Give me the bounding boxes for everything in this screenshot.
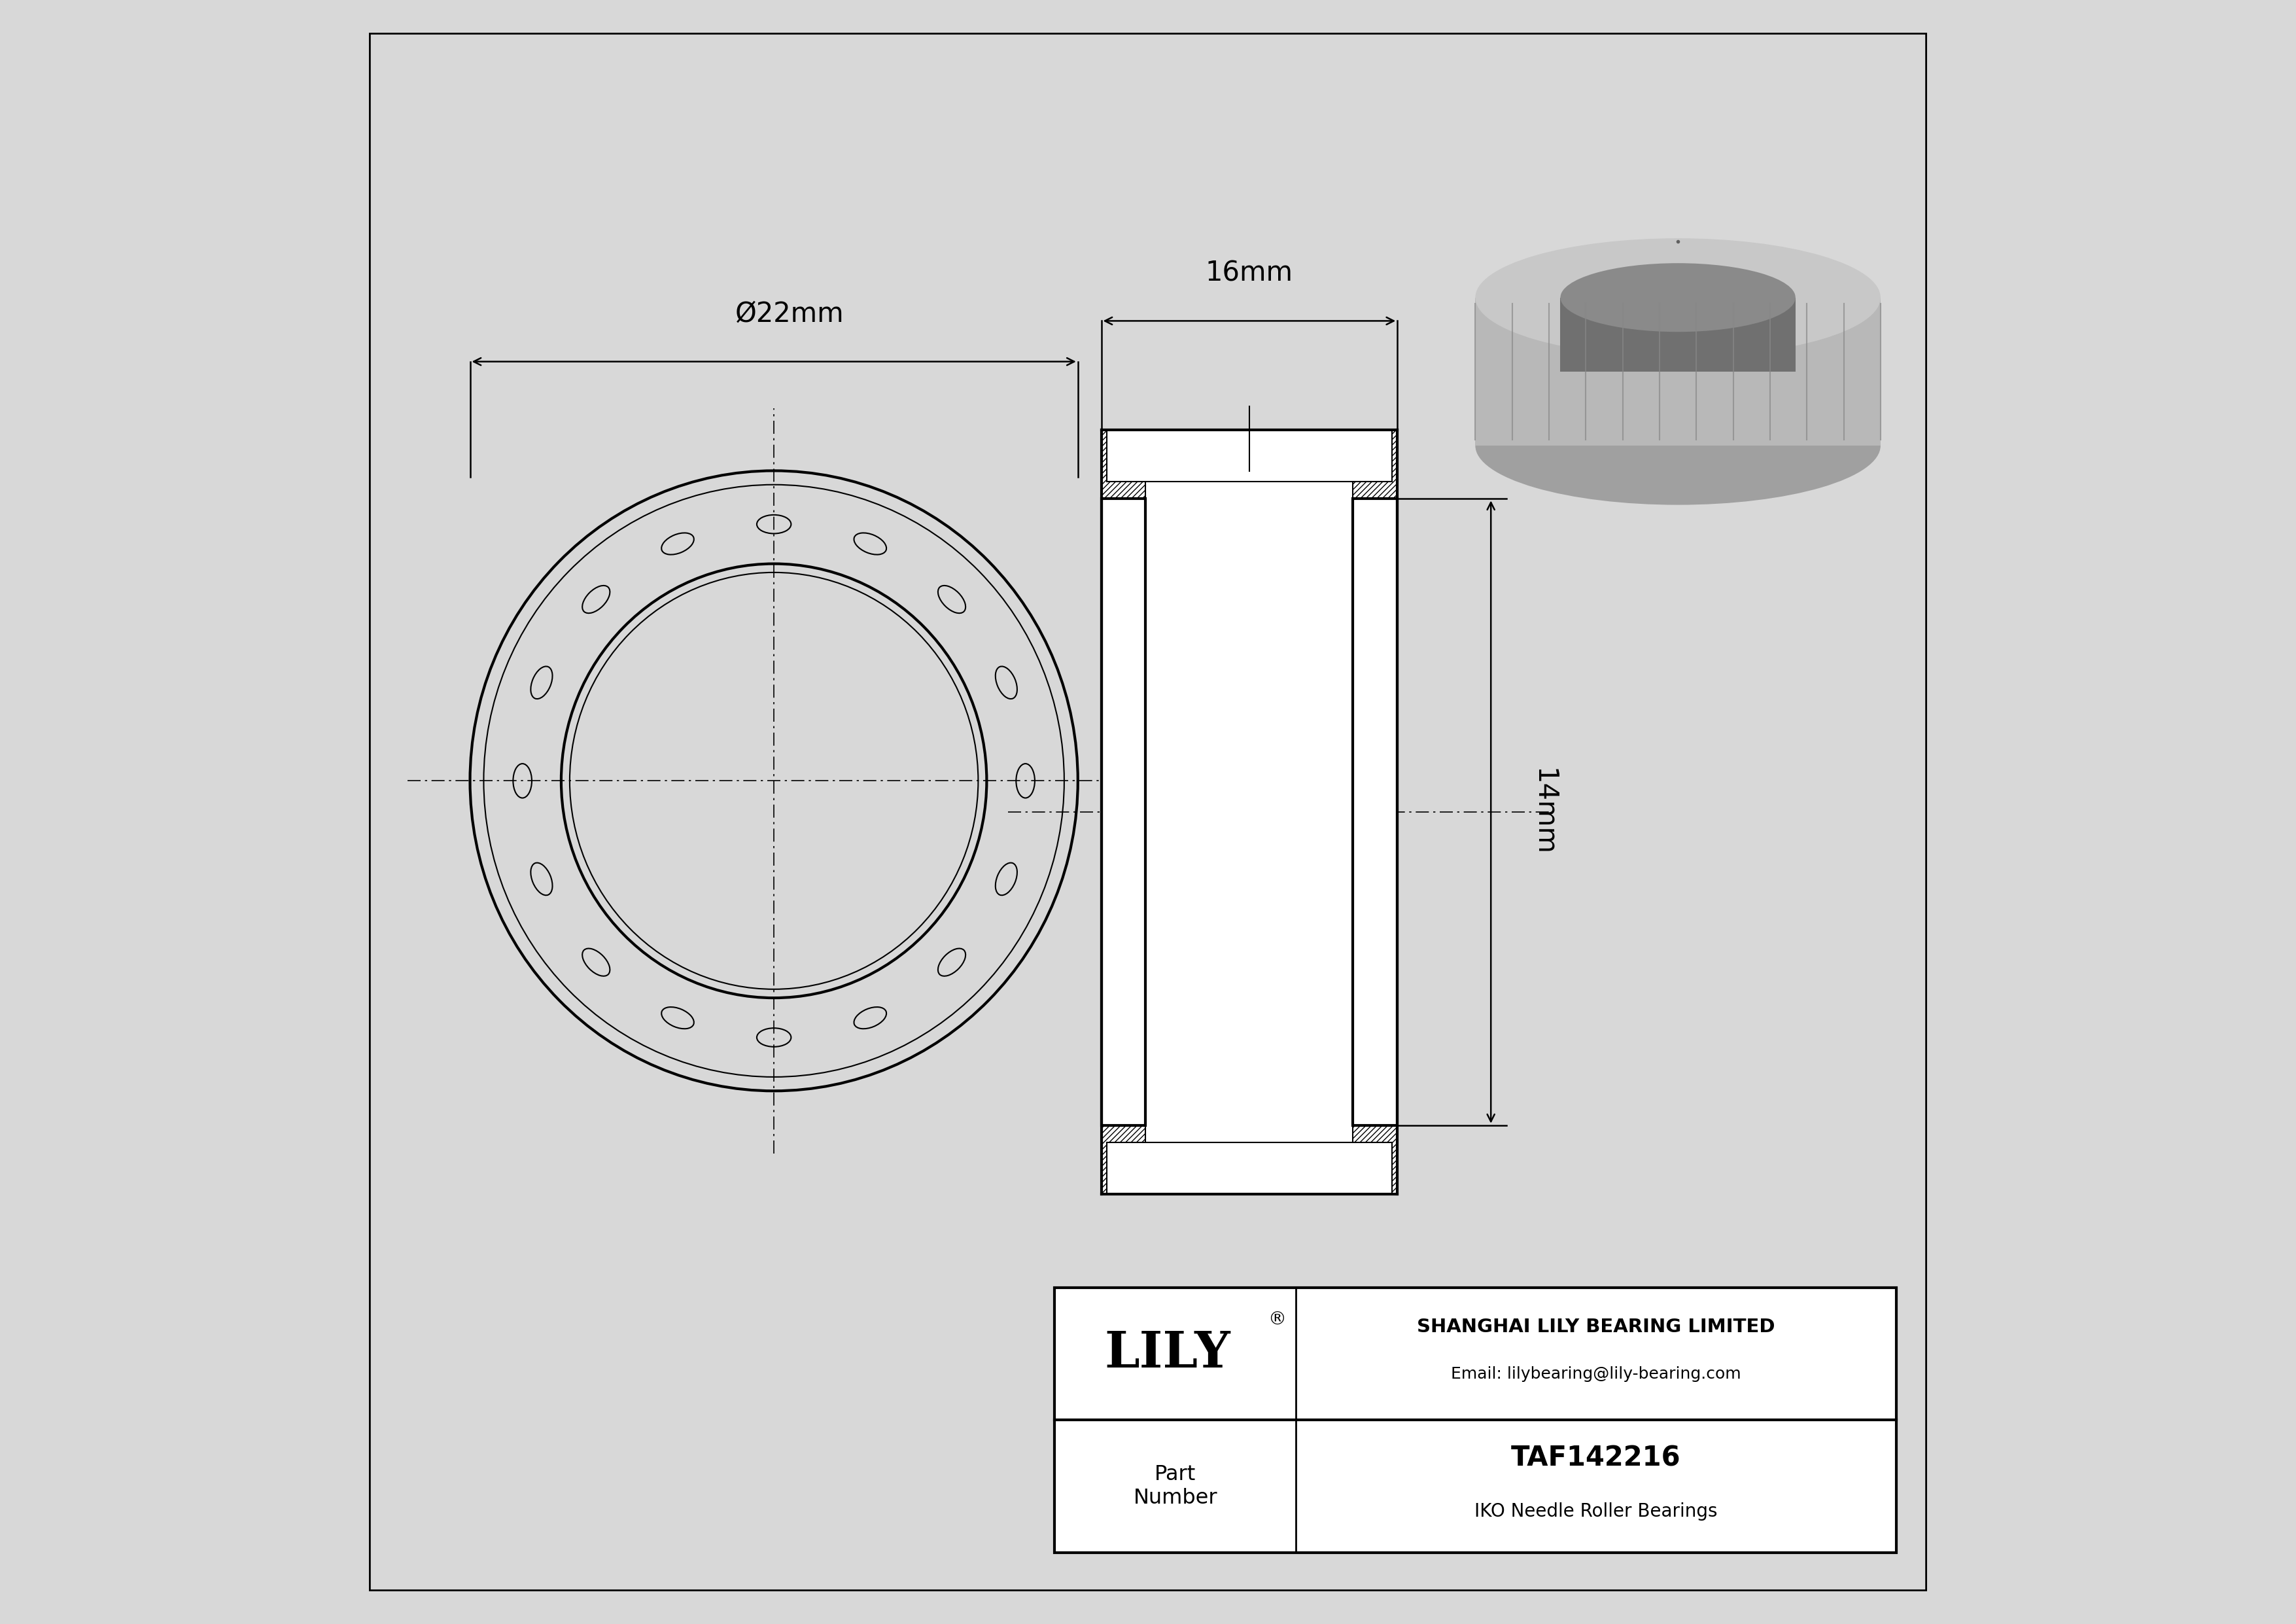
Text: LILY: LILY — [1104, 1330, 1231, 1379]
Bar — [1352, 430, 1398, 499]
Bar — [1107, 1142, 1391, 1194]
Text: ®: ® — [1267, 1311, 1286, 1328]
Bar — [1352, 1125, 1398, 1194]
Polygon shape — [1561, 297, 1795, 372]
Ellipse shape — [1476, 387, 1880, 505]
Text: Part
Number: Part Number — [1134, 1465, 1217, 1509]
Bar — [1054, 1288, 1896, 1553]
Ellipse shape — [1476, 239, 1880, 357]
Bar — [1102, 430, 1398, 1194]
Bar — [1102, 499, 1146, 1125]
Ellipse shape — [1561, 263, 1795, 331]
Text: IKO Needle Roller Bearings: IKO Needle Roller Bearings — [1474, 1502, 1717, 1520]
Text: TAF142216: TAF142216 — [1511, 1444, 1681, 1471]
Bar — [1352, 1125, 1398, 1194]
Polygon shape — [1476, 297, 1880, 445]
Text: 16mm: 16mm — [1205, 260, 1293, 286]
Text: Ø22mm: Ø22mm — [735, 300, 845, 328]
Bar — [1102, 430, 1146, 499]
Bar — [1102, 1125, 1146, 1194]
Bar — [1107, 430, 1391, 482]
Text: SHANGHAI LILY BEARING LIMITED: SHANGHAI LILY BEARING LIMITED — [1417, 1319, 1775, 1337]
Bar — [1102, 430, 1146, 499]
Bar — [1102, 1125, 1146, 1194]
Text: Email: lilybearing@lily-bearing.com: Email: lilybearing@lily-bearing.com — [1451, 1366, 1740, 1382]
Text: 14mm: 14mm — [1529, 768, 1557, 856]
Bar — [1352, 499, 1398, 1125]
Bar — [1352, 430, 1398, 499]
